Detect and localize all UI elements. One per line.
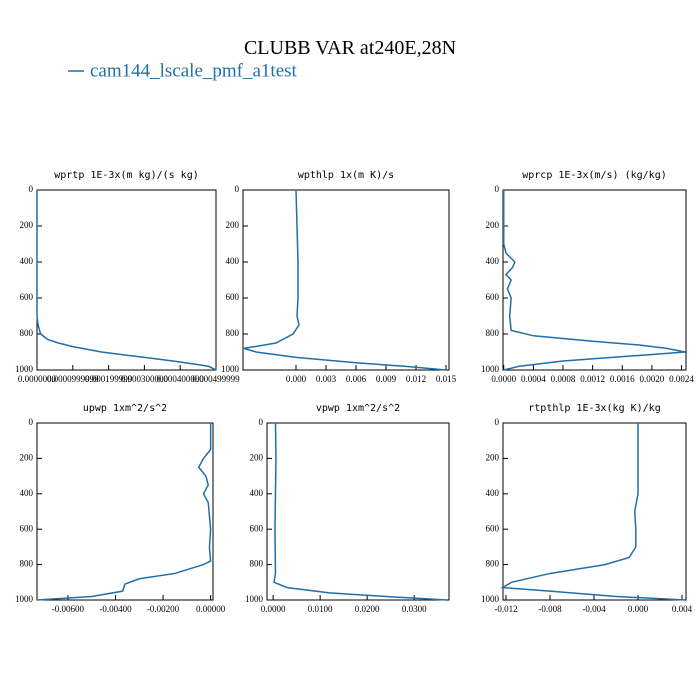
profile-line: [243, 189, 447, 371]
x-tick-label: 0.0008: [551, 374, 576, 384]
x-tick-label: -0.00400: [99, 604, 132, 614]
profile-line: [502, 190, 686, 371]
x-tick-label: 0.0024: [669, 374, 694, 384]
x-tick-label: 0.015: [436, 374, 457, 384]
panel-title: vpwp 1xm^2/s^2: [316, 403, 400, 414]
x-tick-label: 0.000300000: [121, 374, 169, 384]
plot-frame: [36, 422, 214, 601]
x-tick-label: 0.0012: [580, 374, 605, 384]
y-tick-label: 200: [486, 220, 500, 230]
y-tick-label: 0: [29, 417, 34, 427]
x-tick-label: 0.0100: [308, 604, 333, 614]
y-tick-label: 1000: [15, 594, 34, 604]
y-tick-label: 800: [20, 328, 34, 338]
y-tick-label: 0: [495, 184, 500, 194]
x-tick-label: 0.0020: [640, 374, 665, 384]
x-tick-label: 0.009: [376, 374, 397, 384]
x-tick-label: 0.000499999: [192, 374, 240, 384]
x-tick-label: 0.0000999999: [47, 374, 99, 384]
y-tick-label: 800: [20, 559, 34, 569]
y-tick-label: 1000: [481, 364, 500, 374]
profile-line: [36, 423, 212, 601]
plot-frame: [36, 189, 217, 371]
y-tick-label: 400: [20, 256, 34, 266]
plot-frame: [502, 189, 687, 371]
x-tick-label: 0.004: [672, 604, 693, 614]
y-tick-label: 600: [486, 523, 500, 533]
legend-label: cam144_lscale_pmf_a1test: [90, 60, 298, 81]
profile-line: [273, 422, 448, 601]
x-tick-label: 0.000400000: [157, 374, 205, 384]
y-tick-label: 600: [20, 523, 34, 533]
y-tick-label: 200: [226, 220, 240, 230]
y-tick-label: 0: [259, 417, 264, 427]
x-tick-label: -0.004: [582, 604, 606, 614]
y-tick-label: 1000: [15, 364, 34, 374]
profile-line: [500, 423, 686, 601]
x-tick-label: 0.000199999: [85, 374, 133, 384]
panel-title: upwp 1xm^2/s^2: [83, 403, 167, 414]
x-tick-label: -0.008: [538, 604, 562, 614]
x-tick-label: 0.0004: [521, 374, 546, 384]
y-tick-label: 0: [235, 184, 240, 194]
y-tick-label: 0: [495, 417, 500, 427]
x-tick-label: 0.012: [406, 374, 426, 384]
y-tick-label: 400: [486, 488, 500, 498]
figure-title: CLUBB VAR at240E,28N: [244, 37, 456, 59]
y-tick-label: 1000: [481, 594, 500, 604]
x-tick-label: 0.0000000: [18, 374, 57, 384]
x-tick-label: -0.00200: [147, 604, 180, 614]
x-tick-label: 0.0200: [355, 604, 380, 614]
y-tick-label: 600: [226, 292, 240, 302]
panel-title: wprcp 1E-3x(m/s) (kg/kg): [522, 170, 667, 181]
y-tick-label: 1000: [245, 594, 264, 604]
x-tick-label: 0.000: [286, 374, 307, 384]
plot-frame: [242, 189, 450, 371]
panel-title: rtpthlp 1E-3x(kg K)/kg: [528, 403, 660, 414]
x-tick-label: 0.0000: [491, 374, 516, 384]
plot-frame: [502, 422, 687, 601]
y-tick-label: 600: [20, 292, 34, 302]
y-tick-label: 200: [20, 452, 34, 462]
plot-frame: [266, 422, 450, 601]
x-tick-label: 0.00000: [196, 604, 226, 614]
profile-line: [36, 190, 217, 371]
x-tick-label: 0.006: [346, 374, 367, 384]
x-tick-label: 0.003: [316, 374, 337, 384]
y-tick-label: 800: [226, 328, 240, 338]
y-tick-label: 200: [20, 220, 34, 230]
x-tick-label: 0.0016: [610, 374, 635, 384]
y-tick-label: 800: [250, 559, 264, 569]
y-tick-label: 200: [250, 452, 264, 462]
panel-title: wprtp 1E-3x(m kg)/(s kg): [54, 170, 199, 181]
y-tick-label: 1000: [221, 364, 240, 374]
x-tick-label: 0.0300: [402, 604, 427, 614]
x-tick-label: -0.00600: [52, 604, 85, 614]
y-tick-label: 0: [29, 184, 34, 194]
y-tick-label: 800: [486, 559, 500, 569]
x-tick-label: -0.012: [494, 604, 517, 614]
panel-title: wpthlp 1x(m K)/s: [298, 170, 394, 181]
y-tick-label: 200: [486, 452, 500, 462]
y-tick-label: 400: [20, 488, 34, 498]
y-tick-label: 400: [486, 256, 500, 266]
y-tick-label: 400: [250, 488, 264, 498]
x-tick-label: 0.0000: [261, 604, 286, 614]
y-tick-label: 600: [486, 292, 500, 302]
x-tick-label: 0.000: [628, 604, 649, 614]
y-tick-label: 600: [250, 523, 264, 533]
y-tick-label: 400: [226, 256, 240, 266]
y-tick-label: 800: [486, 328, 500, 338]
